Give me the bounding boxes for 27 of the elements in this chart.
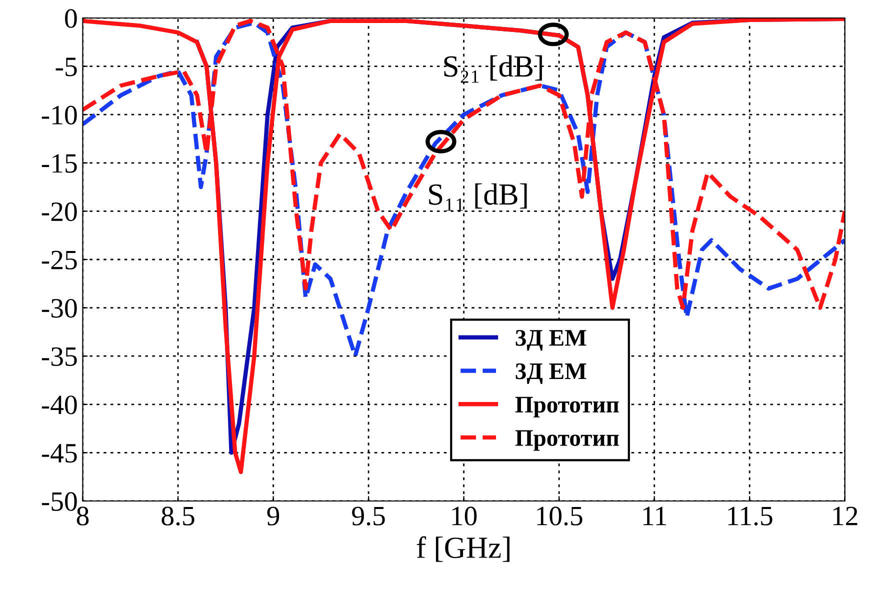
y-tick-label: -30 bbox=[42, 298, 77, 318]
x-tick-label: 11.5 bbox=[728, 506, 772, 526]
y-tick-label: -15 bbox=[42, 154, 77, 173]
x-tick-label: 10 bbox=[452, 506, 477, 526]
legend-label: Прототип bbox=[515, 430, 619, 451]
legend-label: 3Д ЕМ bbox=[516, 363, 586, 384]
x-tick-label: 12 bbox=[833, 506, 858, 526]
x-tick-label: 11 bbox=[643, 506, 666, 526]
x-tick-label: 10.5 bbox=[537, 506, 582, 526]
legend-label: 3Д ЕМ bbox=[516, 330, 586, 351]
y-tick-label: 0 bbox=[65, 9, 77, 28]
y-tick-label: -40 bbox=[42, 396, 77, 414]
x-axis-title: f [GHz] bbox=[416, 536, 510, 562]
y-tick-label: -20 bbox=[42, 202, 77, 222]
y-tick-label: -25 bbox=[42, 250, 77, 270]
x-tick-label: 8.5 bbox=[162, 506, 194, 526]
annotation: S₁₁ [dB] bbox=[429, 183, 527, 211]
x-tick-label: 8 bbox=[76, 506, 89, 526]
y-tick-label: -45 bbox=[42, 444, 77, 463]
y-tick-label: -50 bbox=[42, 492, 77, 511]
y-tick-label: -35 bbox=[42, 347, 77, 366]
y-tick-label: -10 bbox=[42, 106, 77, 125]
legend-label: Прототип bbox=[515, 396, 619, 418]
annotation: S₂₁ [dB] bbox=[444, 55, 542, 83]
y-tick-label: -5 bbox=[56, 58, 77, 76]
x-tick-label: 9 bbox=[267, 506, 280, 526]
x-tick-label: 9.5 bbox=[352, 506, 385, 526]
